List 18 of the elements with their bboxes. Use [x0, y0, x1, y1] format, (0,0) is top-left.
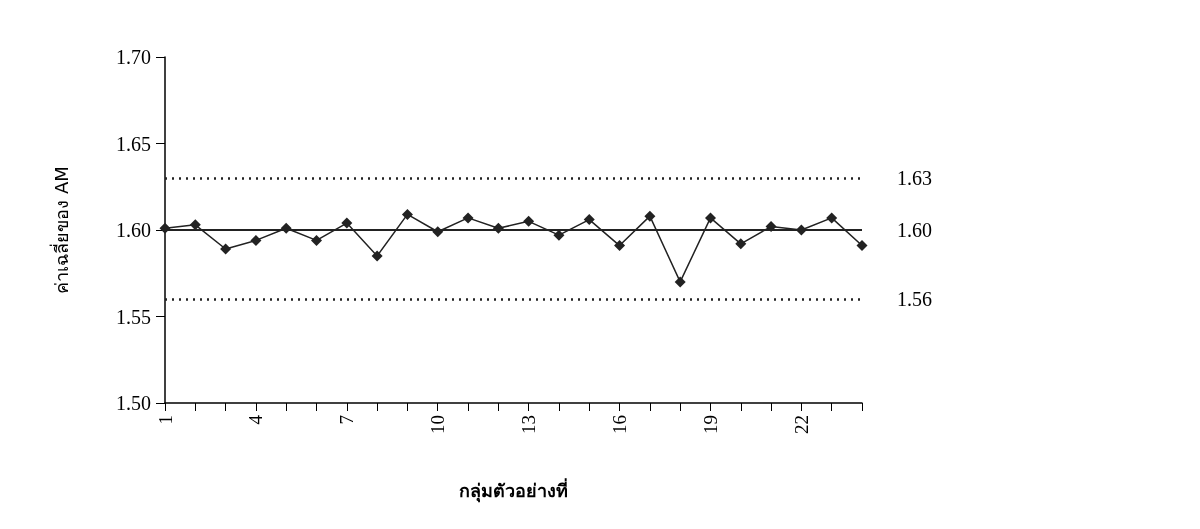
- y-tick-label: 1.60: [116, 219, 151, 241]
- x-tick-label: 10: [427, 415, 449, 434]
- y-tick-label: 1.70: [116, 46, 151, 68]
- x-tick-label: 7: [336, 415, 358, 425]
- y-tick-label: 1.55: [116, 305, 151, 328]
- x-tick-label: 22: [790, 415, 812, 434]
- y-tick-label: 1.50: [116, 392, 151, 414]
- y-tick-label: 1.65: [116, 132, 151, 155]
- x-axis-title: กลุ่มตัวอย่างที่: [459, 477, 568, 503]
- x-tick-label: 4: [245, 414, 267, 425]
- x-tick-label: 1: [154, 415, 176, 425]
- x-tick-label: 19: [699, 415, 721, 434]
- ref-line-label: 1.63: [897, 167, 932, 190]
- ref-line-label: 1.56: [897, 288, 932, 311]
- x-tick-label: 16: [609, 415, 631, 434]
- ref-line-label: 1.60: [897, 219, 932, 241]
- x-tick-label: 13: [518, 415, 540, 434]
- y-axis-title: ค่าเฉลี่ยของ AM: [48, 166, 72, 294]
